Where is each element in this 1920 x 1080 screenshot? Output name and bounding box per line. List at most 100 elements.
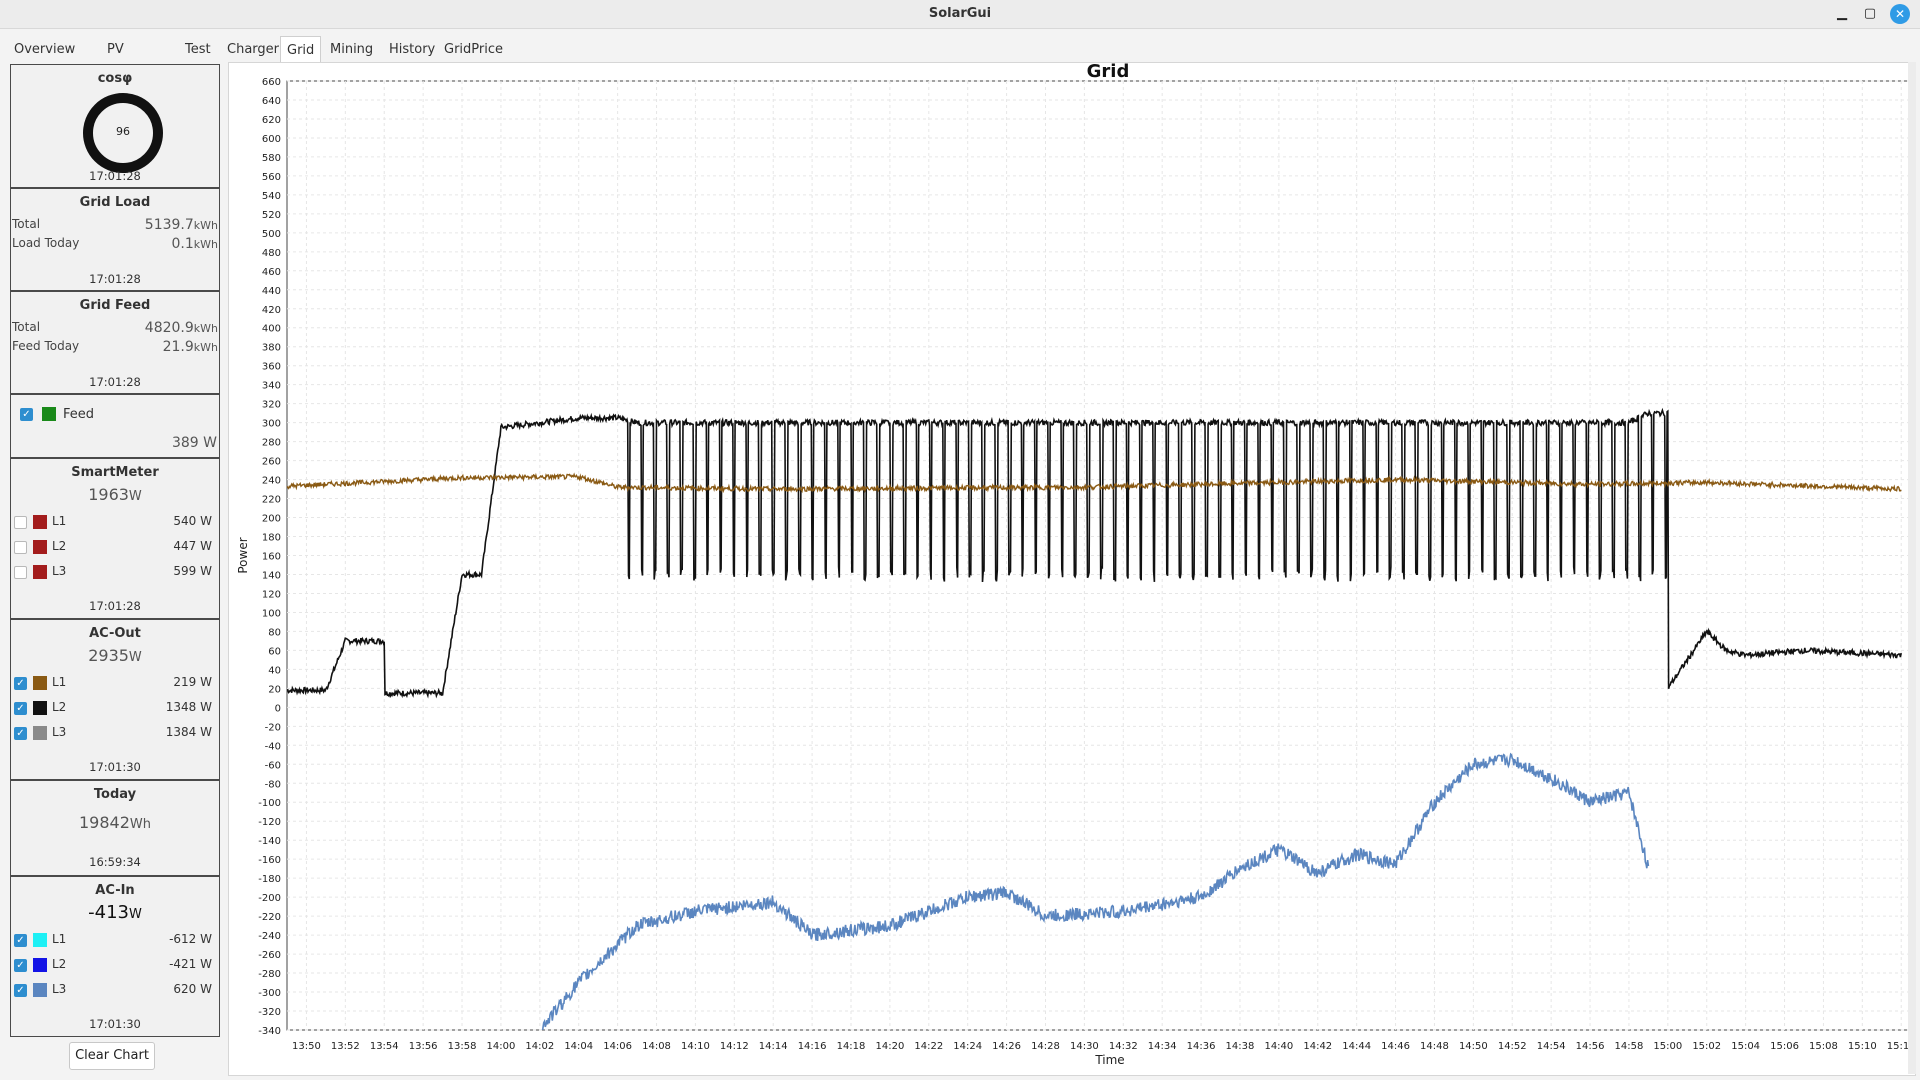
clear-chart-button[interactable]: Clear Chart [69,1042,155,1070]
y-tick-label: 320 [262,400,281,411]
l2-value: 447 W [173,539,212,553]
y-tick-label: 260 [262,457,281,468]
tab-history[interactable]: History [389,42,436,57]
x-tick-label: 14:28 [1031,1041,1060,1052]
y-tick-label: 420 [262,305,281,316]
l1-checkbox[interactable]: ✓ [14,934,27,947]
y-tick-label: -240 [258,931,281,942]
l2-color-swatch [33,701,47,715]
l2-checkbox[interactable]: ✓ [14,702,27,715]
x-tick-label: 14:38 [1226,1041,1255,1052]
minimize-icon[interactable]: ▁ [1837,6,1847,21]
x-tick-label: 15:02 [1692,1041,1721,1052]
tab-mining[interactable]: Mining [330,42,374,57]
y-tick-label: -140 [258,836,281,847]
ac-in-l1: ✓ L1 -612 W [11,932,219,950]
panel-timestamp: 17:01:28 [89,272,141,286]
y-tick-label: -300 [258,988,281,999]
x-tick-label: 14:32 [1109,1041,1138,1052]
x-tick-label: 14:48 [1420,1041,1449,1052]
l1-checkbox[interactable]: ✓ [14,677,27,690]
series-line-1 [287,407,1902,699]
ac-out-total: 2935 [88,646,129,665]
y-tick-label: 160 [262,552,281,563]
feed-panel: ✓ Feed 389 W [10,394,220,458]
y-tick-label: -260 [258,950,281,961]
y-tick-label: 540 [262,191,281,202]
l1-label: L1 [52,675,67,689]
x-tick-label: 14:16 [798,1041,827,1052]
l2-value: -421 W [169,957,212,971]
series-line-3 [541,752,1650,1030]
l3-label: L3 [52,564,67,578]
panel-timestamp: 17:01:30 [89,1017,141,1031]
x-tick-label: 14:22 [914,1041,943,1052]
l3-color-swatch [33,726,47,740]
tab-pv-detail[interactable]: PV Detail [107,42,145,85]
grid-load-today-row: Load Today 0.1kWh [12,236,218,254]
x-tick-label: 14:04 [564,1041,593,1052]
today-panel: Today 19842Wh 16:59:34 [10,780,220,876]
l2-checkbox[interactable] [14,541,27,554]
l3-checkbox[interactable]: ✓ [14,984,27,997]
scrollbar[interactable] [1908,62,1916,1074]
x-tick-label: 14:52 [1498,1041,1527,1052]
y-tick-label: 340 [262,381,281,392]
panel-title: AC-In [95,883,135,898]
today-label: Feed Today [12,339,80,353]
smartmeter-l2: L2 447 W [11,539,219,557]
x-tick-label: 13:56 [409,1041,438,1052]
ac-in-panel: AC-In -413W ✓ L1 -612 W ✓ L2 -421 W ✓ L3… [10,876,220,1037]
smartmeter-l1: L1 540 W [11,514,219,532]
tab-overview[interactable]: Overview [8,36,81,84]
x-tick-label: 14:34 [1148,1041,1177,1052]
l1-value: 540 W [173,514,212,528]
x-tick-label: 14:18 [837,1041,866,1052]
y-tick-label: 0 [275,703,281,714]
tab-test[interactable]: Test [185,42,211,57]
tab-gridprice[interactable]: GridPrice [444,42,503,57]
grid-load-panel: Grid Load Total 5139.7kWh Load Today 0.1… [10,188,220,291]
x-tick-label: 15:04 [1731,1041,1760,1052]
l2-color-swatch [33,540,47,554]
panel-title: Grid Load [79,195,151,210]
smartmeter-unit: W [128,489,142,504]
y-tick-label: 20 [268,684,281,695]
x-tick-label: 15:08 [1809,1041,1838,1052]
l3-value: 599 W [173,564,212,578]
today-value: 21.9 [162,339,194,355]
l3-checkbox[interactable]: ✓ [14,727,27,740]
l2-checkbox[interactable]: ✓ [14,959,27,972]
ac-in-total: -413 [88,902,129,923]
x-tick-label: 13:50 [292,1041,321,1052]
feed-checkbox[interactable]: ✓ [20,408,33,421]
today-value: 19842 [79,813,130,832]
x-tick-label: 14:08 [642,1041,671,1052]
grid-feed-today-row: Feed Today 21.9kWh [12,339,218,357]
y-tick-label: 100 [262,608,281,619]
y-tick-label: -40 [265,741,281,752]
l2-label: L2 [52,539,67,553]
panel-title: Today [93,787,137,802]
y-tick-label: -120 [258,817,281,828]
feed-color-swatch [42,407,56,421]
y-tick-label: 180 [262,533,281,544]
l1-color-swatch [33,933,47,947]
close-icon[interactable]: ✕ [1890,4,1910,24]
l3-checkbox[interactable] [14,566,27,579]
y-tick-label: -100 [258,798,281,809]
l1-checkbox[interactable] [14,516,27,529]
x-tick-label: 14:56 [1576,1041,1605,1052]
total-value: 5139.7 [144,217,194,233]
l2-value: 1348 W [165,700,212,714]
x-tick-label: 14:44 [1342,1041,1371,1052]
tab-charger[interactable]: Charger [227,42,279,57]
maximize-icon[interactable]: ▢ [1863,6,1877,21]
chart-title: Grid [1087,63,1130,82]
y-tick-label: 240 [262,476,281,487]
y-tick-label: 200 [262,514,281,525]
y-tick-label: -220 [258,912,281,923]
ac-out-l2: ✓ L2 1348 W [11,700,219,718]
tab-grid[interactable]: Grid [280,36,322,64]
x-tick-label: 14:50 [1459,1041,1488,1052]
